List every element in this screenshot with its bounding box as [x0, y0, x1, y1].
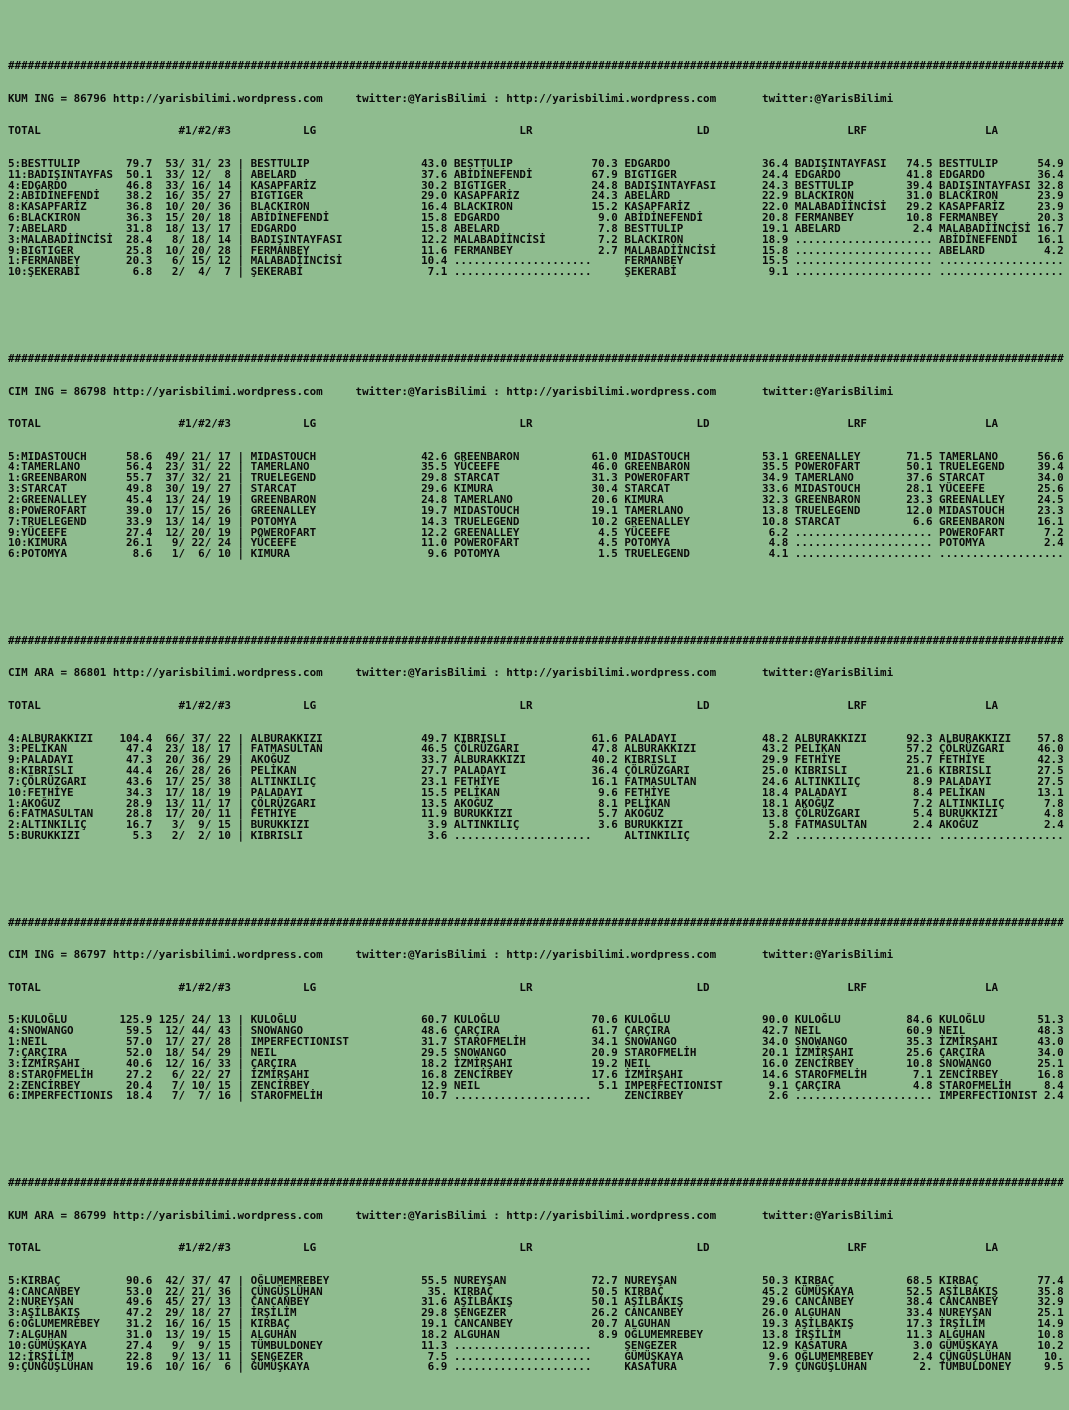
section-title: CIM ING = 86798 http://yarisbilimi.wordp…: [8, 384, 894, 398]
column-headers: TOTAL #1/#2/#3 LG LR LD LRF LA: [8, 980, 999, 994]
section-title: CIM ARA = 86801 http://yarisbilimi.wordp…: [8, 666, 894, 680]
column-headers: TOTAL #1/#2/#3 LG LR LD LRF LA: [8, 1241, 999, 1255]
stats-rows: 5:KULOĞLU 125.9 125/ 24/ 13 | KULOĞLU 60…: [8, 1013, 1064, 1103]
separator-hash-line: ########################################…: [8, 352, 1064, 365]
separator-hash-line: ########################################…: [8, 1176, 1064, 1190]
section-kum-ara-86799: ########################################…: [8, 1156, 1069, 1395]
separator-hash-line: ########################################…: [8, 59, 1064, 73]
section-title: CIM ING = 86797 http://yarisbilimi.wordp…: [8, 948, 894, 962]
separator-hash-line: ########################################…: [8, 633, 1064, 647]
section-cim-ing-86798: ########################################…: [8, 332, 1069, 581]
section-kum-ing-86796: ########################################…: [8, 40, 1069, 300]
section-cim-ing-86797: ########################################…: [8, 896, 1069, 1124]
column-headers: TOTAL #1/#2/#3 LG LR LD LRF LA: [8, 417, 999, 431]
stats-rows: 5:KIRBAÇ 90.6 42/ 37/ 47 | OĞLUMEMREBEY …: [8, 1273, 1064, 1374]
column-headers: TOTAL #1/#2/#3 LG LR LD LRF LA: [8, 124, 999, 138]
stats-rows: 5:BESTTULIP 79.7 53/ 31/ 23 | BESTTULIP …: [8, 156, 1064, 279]
section-title: KUM ARA = 86799 http://yarisbilimi.wordp…: [8, 1208, 894, 1222]
stats-rows: 4:ALBURAKKIZI 104.4 66/ 37/ 22 | ALBURAK…: [8, 731, 1064, 843]
terminal-screen: ########################################…: [8, 40, 1069, 1372]
separator-hash-line: ########################################…: [8, 915, 1064, 929]
section-title: KUM ING = 86796 http://yarisbilimi.wordp…: [8, 91, 894, 105]
section-cim-ara-86801: ########################################…: [8, 614, 1069, 863]
stats-rows: 5:MIDASTOUCH 58.6 49/ 21/ 17 | MIDASTOUC…: [8, 449, 1064, 561]
column-headers: TOTAL #1/#2/#3 LG LR LD LRF LA: [8, 699, 999, 712]
